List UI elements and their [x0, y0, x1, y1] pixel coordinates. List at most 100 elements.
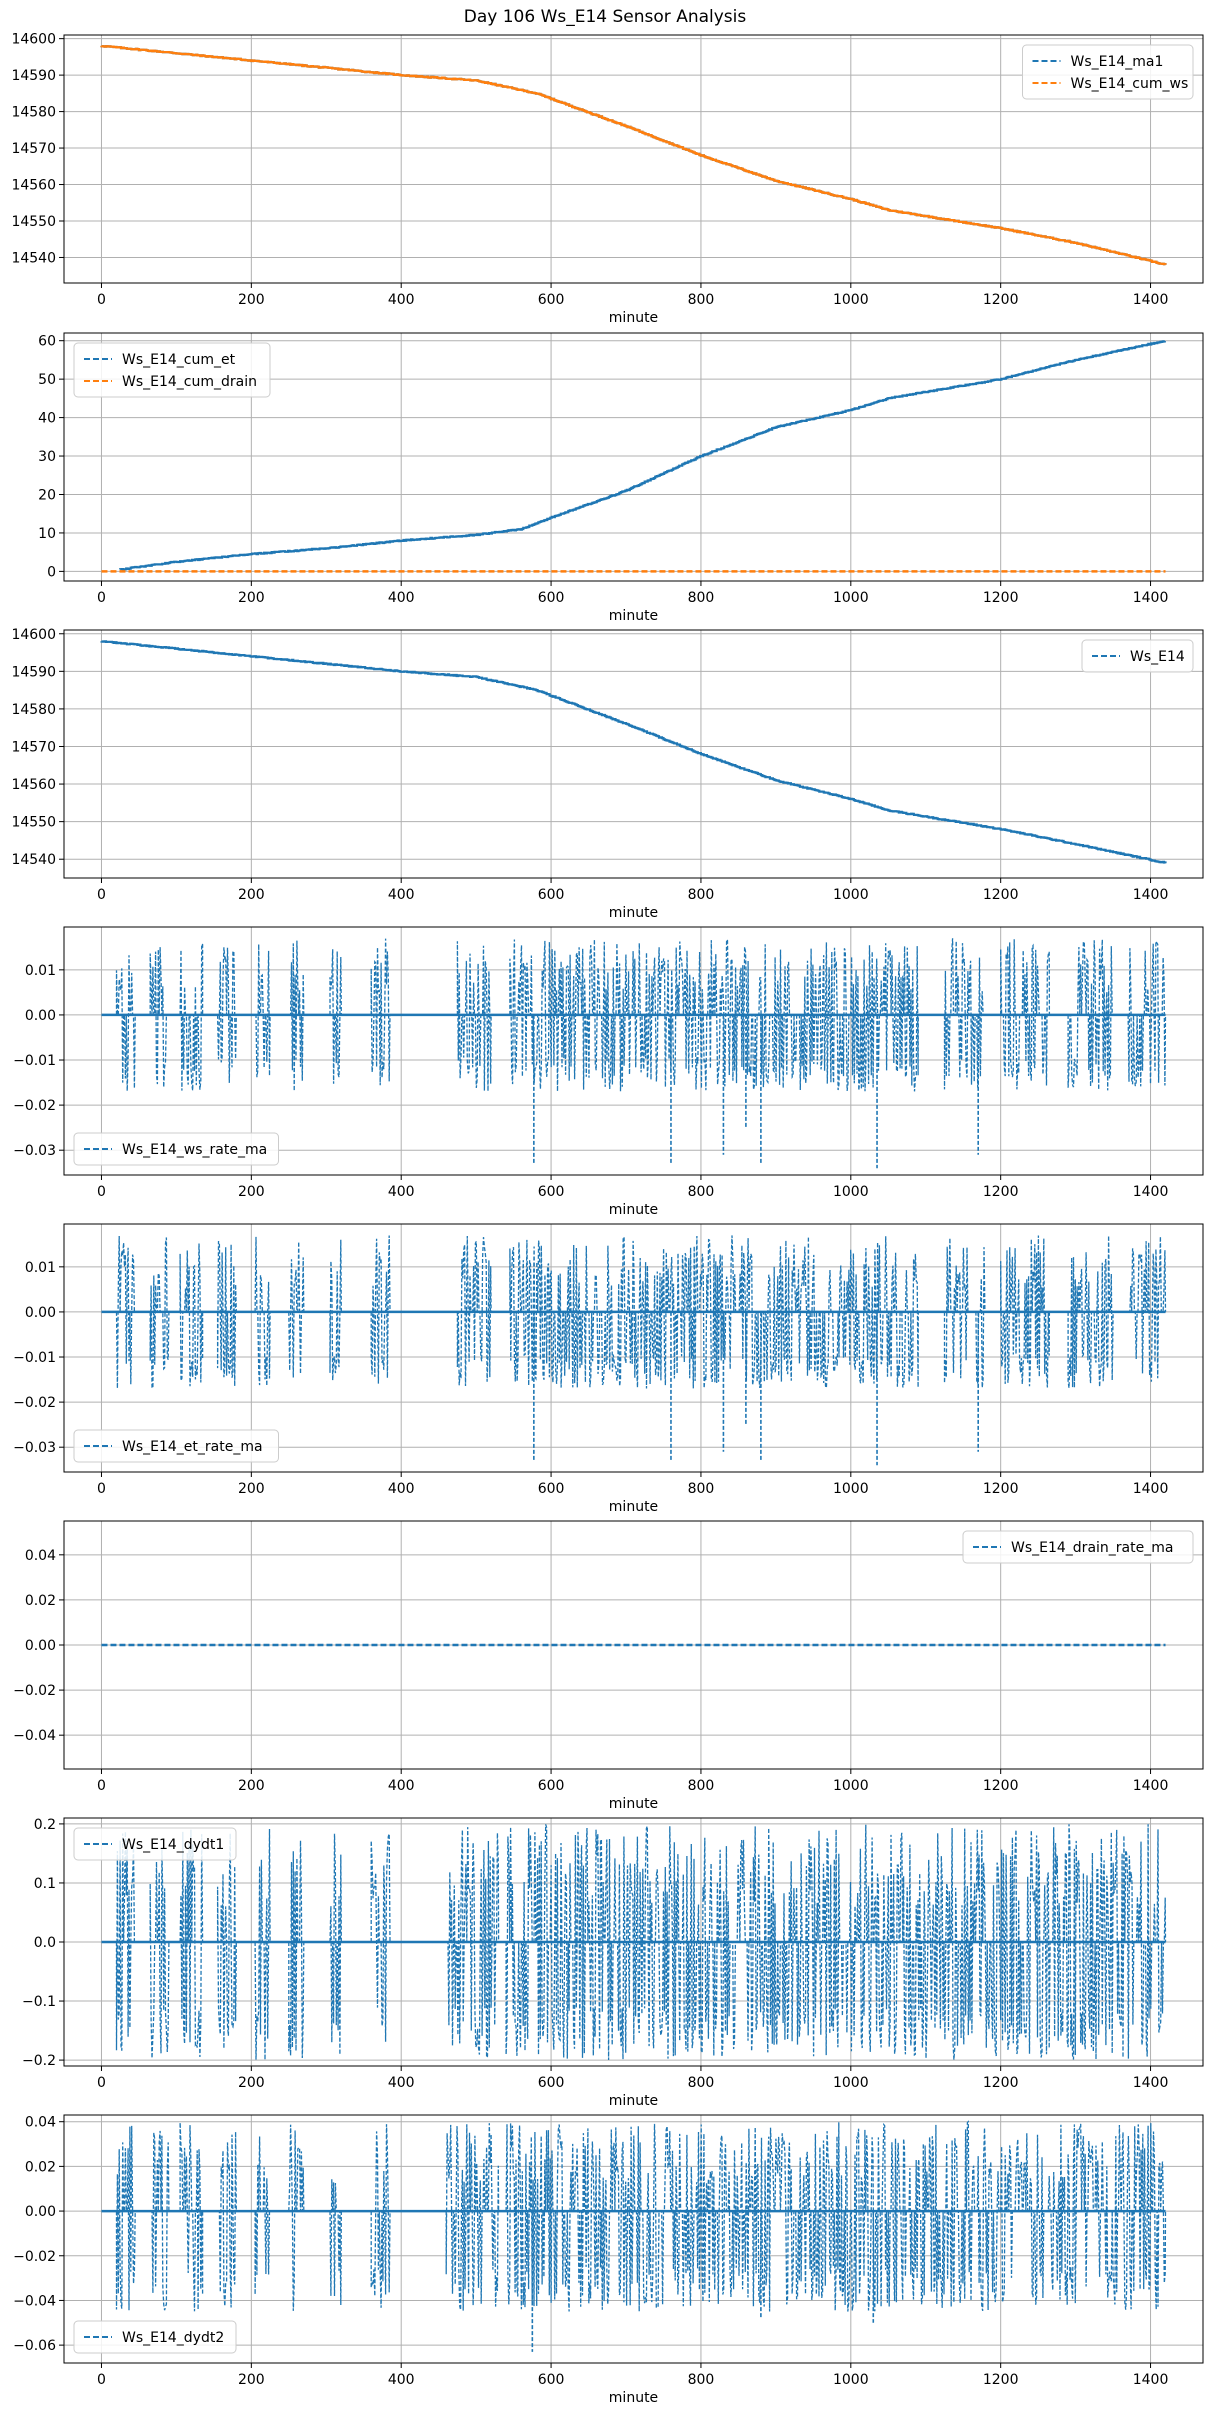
series-line-Ws_E14 — [100, 640, 1167, 864]
x-tick-label: 800 — [688, 1778, 715, 1794]
x-tick-label: 200 — [238, 1184, 265, 1200]
series-line-Ws_E14_dydt1 — [115, 1824, 1167, 2061]
x-tick-label: 0 — [97, 2372, 106, 2388]
series-line-Ws_E14_et_rate_ma — [115, 1235, 1167, 1391]
legend-label: Ws_E14_et_rate_ma — [122, 1439, 263, 1455]
x-tick-label: 1400 — [1133, 1778, 1169, 1794]
y-tick-label: 0.0 — [34, 1935, 56, 1951]
x-tick-label: 1200 — [983, 292, 1019, 308]
series-line-Ws_E14_cum_et — [119, 340, 1166, 571]
legend: Ws_E14_ma1 Ws_E14_cum_ws — [1022, 44, 1194, 100]
legend-box — [1022, 44, 1194, 100]
axes-frame — [63, 629, 1204, 879]
x-tick-label: 1400 — [1133, 1481, 1169, 1497]
y-tick-label: 14590 — [11, 68, 56, 84]
y-tick-label: 0.01 — [25, 963, 56, 979]
x-tick-label: 1200 — [983, 1184, 1019, 1200]
x-tick-label: 0 — [97, 292, 106, 308]
x-tick-label: 1200 — [983, 1778, 1019, 1794]
y-tick-label: −0.03 — [13, 1440, 56, 1456]
legend: Ws_E14_drain_rate_ma — [962, 1530, 1194, 1564]
y-tick-label: 14600 — [11, 627, 56, 643]
y-tick-label: 14560 — [11, 777, 56, 793]
panel-3: 0 200 400 600 800 1000 1200 1400 14540 14550 14560… — [11, 627, 1204, 921]
x-tick-label: 600 — [538, 590, 565, 606]
x-tick-label: 200 — [238, 1778, 265, 1794]
x-tick-label: 200 — [238, 887, 265, 903]
panel-5: 0 200 400 600 800 1000 1200 1400 −0.03 −0.02 −0.01… — [13, 1223, 1204, 1515]
series-group — [101, 1824, 1167, 2061]
x-tick-label: 800 — [688, 292, 715, 308]
x-tick-label: 400 — [388, 1481, 415, 1497]
y-tick-label: −0.04 — [13, 2293, 56, 2309]
x-tick-label: 400 — [388, 292, 415, 308]
x-tick-label: 1000 — [833, 292, 869, 308]
x-tick-label: 1200 — [983, 887, 1019, 903]
y-tick-label: 0.01 — [25, 1260, 56, 1276]
legend: Ws_E14 — [1081, 639, 1194, 673]
legend-label: Ws_E14_cum_drain — [122, 374, 257, 390]
series-group — [101, 1235, 1167, 1466]
y-tick-label: −0.02 — [13, 2249, 56, 2265]
x-tick-label: 1000 — [833, 887, 869, 903]
y-tick-label: −0.2 — [22, 2053, 56, 2069]
legend-label: Ws_E14_cum_ws — [1071, 76, 1189, 92]
x-tick-label: 600 — [538, 1184, 565, 1200]
legend: Ws_E14_ws_rate_ma — [73, 1132, 279, 1166]
y-tick-label: 50 — [38, 372, 56, 388]
legend-box — [1081, 639, 1194, 673]
figure-title: Day 106 Ws_E14 Sensor Analysis — [464, 7, 747, 27]
x-axis-label: minute — [609, 310, 658, 326]
x-tick-label: 400 — [388, 2075, 415, 2091]
x-tick-label: 400 — [388, 1778, 415, 1794]
x-tick-label: 600 — [538, 2372, 565, 2388]
x-tick-label: 0 — [97, 887, 106, 903]
x-tick-label: 1200 — [983, 2075, 1019, 2091]
x-tick-label: 400 — [388, 590, 415, 606]
x-tick-label: 400 — [388, 2372, 415, 2388]
x-tick-label: 0 — [97, 2075, 106, 2091]
legend-label: Ws_E14_drain_rate_ma — [1011, 1540, 1173, 1556]
panel-6: 0 200 400 600 800 1000 1200 1400 −0.04 −0.02 0.00 0… — [13, 1520, 1204, 1812]
series-group — [101, 340, 1166, 573]
panel-2: 0 200 400 600 800 1000 1200 1400 0 10 20 30 40 50 60 mi… — [38, 332, 1204, 624]
x-tick-label: 1400 — [1133, 887, 1169, 903]
y-tick-label: 0.04 — [25, 1548, 56, 1564]
y-tick-label: 0.04 — [25, 2115, 56, 2131]
legend: Ws_E14_et_rate_ma — [73, 1429, 279, 1463]
legend-label: Ws_E14_dydt1 — [122, 1837, 224, 1853]
x-tick-label: 1000 — [833, 1481, 869, 1497]
series-line-Ws_E14_dydt2 — [115, 2120, 1167, 2312]
y-tick-label: 14590 — [11, 664, 56, 680]
panel-8: 0 200 400 600 800 1000 1200 1400 −0.06 −0.04 −0.02… — [13, 2114, 1204, 2406]
y-tick-label: 0.00 — [25, 1305, 56, 1321]
legend-box — [73, 1429, 279, 1463]
axes-frame — [63, 2114, 1204, 2364]
x-tick-label: 1200 — [983, 1481, 1019, 1497]
y-tick-label: −0.1 — [22, 1994, 56, 2010]
series-group — [101, 937, 1167, 1169]
x-tick-label: 1400 — [1133, 292, 1169, 308]
x-axis-label: minute — [609, 1202, 658, 1218]
x-tick-label: 0 — [97, 1184, 106, 1200]
legend-label: Ws_E14_cum_et — [122, 352, 236, 368]
y-tick-label: −0.04 — [13, 1728, 56, 1744]
x-tick-label: 1400 — [1133, 2372, 1169, 2388]
y-tick-label: 14550 — [11, 214, 56, 230]
series-group — [100, 640, 1167, 864]
y-tick-label: 14550 — [11, 815, 56, 831]
x-tick-label: 0 — [97, 1481, 106, 1497]
axes-frame — [63, 34, 1204, 284]
y-tick-label: −0.01 — [13, 1350, 56, 1366]
legend: Ws_E14_cum_et Ws_E14_cum_drain — [73, 342, 271, 398]
x-tick-label: 0 — [97, 590, 106, 606]
legend: Ws_E14_dydt1 — [73, 1827, 237, 1861]
y-tick-label: 60 — [38, 334, 56, 350]
axes-frame — [63, 926, 1204, 1176]
x-tick-label: 1400 — [1133, 2075, 1169, 2091]
x-tick-label: 1000 — [833, 2372, 869, 2388]
y-tick-label: 30 — [38, 449, 56, 465]
y-tick-label: 14570 — [11, 141, 56, 157]
legend-box — [73, 1132, 279, 1166]
